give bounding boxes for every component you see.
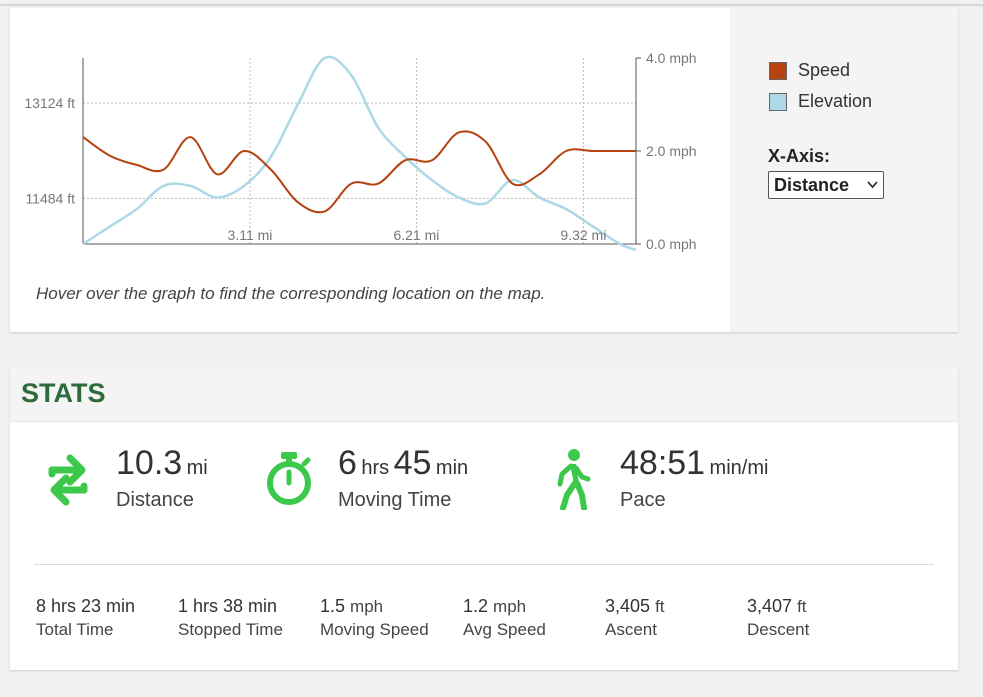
pace-label: Pace <box>620 489 666 511</box>
distance-value: 10.3 <box>116 444 183 482</box>
xaxis-label: X-Axis: <box>768 146 831 166</box>
legend-speed: Speed <box>769 60 850 81</box>
top-border <box>0 4 983 6</box>
right-tick-label: 2.0 mph <box>646 143 697 159</box>
stopwatch-icon <box>264 450 314 511</box>
moving-minutes-unit: min <box>435 457 469 479</box>
avg-speed-stat: 1.2 mph Avg Speed <box>463 596 546 640</box>
total-time-value: 8 hrs 23 min <box>36 596 136 616</box>
ascent-unit: ft <box>655 597 665 616</box>
stats-title: STATS <box>21 378 106 408</box>
moving-speed-label: Moving Speed <box>320 620 429 639</box>
graph-legend-panel: Speed Elevation X-Axis: Distance <box>730 8 958 332</box>
ascent-stat: 3,405 ft Ascent <box>605 596 665 640</box>
chevron-down-icon <box>867 178 878 192</box>
moving-hours-value: 6 <box>338 444 357 482</box>
pace-value: 48:51 <box>620 444 706 482</box>
left-tick-label: 13124 ft <box>24 95 75 111</box>
graph-hint: Hover over the graph to find the corresp… <box>36 284 546 303</box>
descent-stat: 3,407 ft Descent <box>747 596 809 640</box>
legend-speed-swatch <box>769 61 787 80</box>
descent-value-row: 3,407 ft <box>747 596 809 617</box>
ascent-value-row: 3,405 ft <box>605 596 665 617</box>
elevation-speed-chart[interactable]: 11484 ft 13124 ft 0.0 mph 2.0 mph 4.0 mph 3.1… <box>10 8 730 268</box>
stats-card: STATS 10.3 mi Distance <box>10 368 958 670</box>
x-tick-label: 9.32 mi <box>560 227 606 243</box>
ascent-value: 3,405 <box>605 596 651 616</box>
walking-person-icon <box>550 448 594 515</box>
moving-speed-value-row: 1.5 mph <box>320 596 429 617</box>
moving-minutes-value: 45 <box>393 444 432 482</box>
total-time-label: Total Time <box>36 620 114 639</box>
descent-value: 3,407 <box>747 596 793 616</box>
moving-speed-value: 1.5 <box>320 596 346 616</box>
speed-line <box>82 130 636 214</box>
left-tick-label: 11484 ft <box>25 190 75 206</box>
ascent-label: Ascent <box>605 620 657 639</box>
stopped-time-label: Stopped Time <box>178 620 283 639</box>
moving-hours-unit: hrs <box>361 457 390 479</box>
avg-speed-label: Avg Speed <box>463 620 546 639</box>
stopped-time-stat: 1 hrs 38 min Stopped Time <box>178 596 283 640</box>
avg-speed-value-row: 1.2 mph <box>463 596 546 617</box>
elevation-speed-graph-card: 11484 ft 13124 ft 0.0 mph 2.0 mph 4.0 mph 3.1… <box>10 8 958 332</box>
distance-value-row: 10.3 mi <box>116 444 208 483</box>
moving-speed-unit: mph <box>350 597 384 616</box>
pace-unit: min/mi <box>709 457 769 479</box>
legend-elevation: Elevation <box>769 91 872 112</box>
xaxis-selected-value: Distance <box>774 174 850 195</box>
stats-header: STATS <box>10 368 958 422</box>
distance-label: Distance <box>116 489 194 511</box>
distance-unit: mi <box>186 457 208 479</box>
moving-speed-stat: 1.5 mph Moving Speed <box>320 596 429 640</box>
pace-value-row: 48:51 min/mi <box>620 444 768 483</box>
xaxis-select[interactable]: Distance <box>768 171 884 199</box>
right-tick-label: 0.0 mph <box>646 236 697 252</box>
total-time-stat: 8 hrs 23 min Total Time <box>36 596 135 640</box>
moving-time-label: Moving Time <box>338 489 452 511</box>
right-tick-label: 4.0 mph <box>646 50 697 66</box>
moving-time-value-row: 6 hrs 45 min <box>338 444 468 483</box>
avg-speed-unit: mph <box>493 597 527 616</box>
legend-speed-label: Speed <box>798 60 851 80</box>
x-tick-label: 3.11 mi <box>228 227 273 243</box>
descent-unit: ft <box>797 597 807 616</box>
stats-divider <box>34 564 934 565</box>
stopped-time-value: 1 hrs 38 min <box>178 596 278 616</box>
legend-elevation-swatch <box>769 92 787 111</box>
avg-speed-value: 1.2 <box>463 596 489 616</box>
elevation-line <box>82 55 637 251</box>
legend-elevation-label: Elevation <box>798 91 873 111</box>
descent-label: Descent <box>747 620 810 639</box>
x-tick-label: 6.21 mi <box>393 227 439 243</box>
swap-arrows-icon <box>46 452 90 511</box>
